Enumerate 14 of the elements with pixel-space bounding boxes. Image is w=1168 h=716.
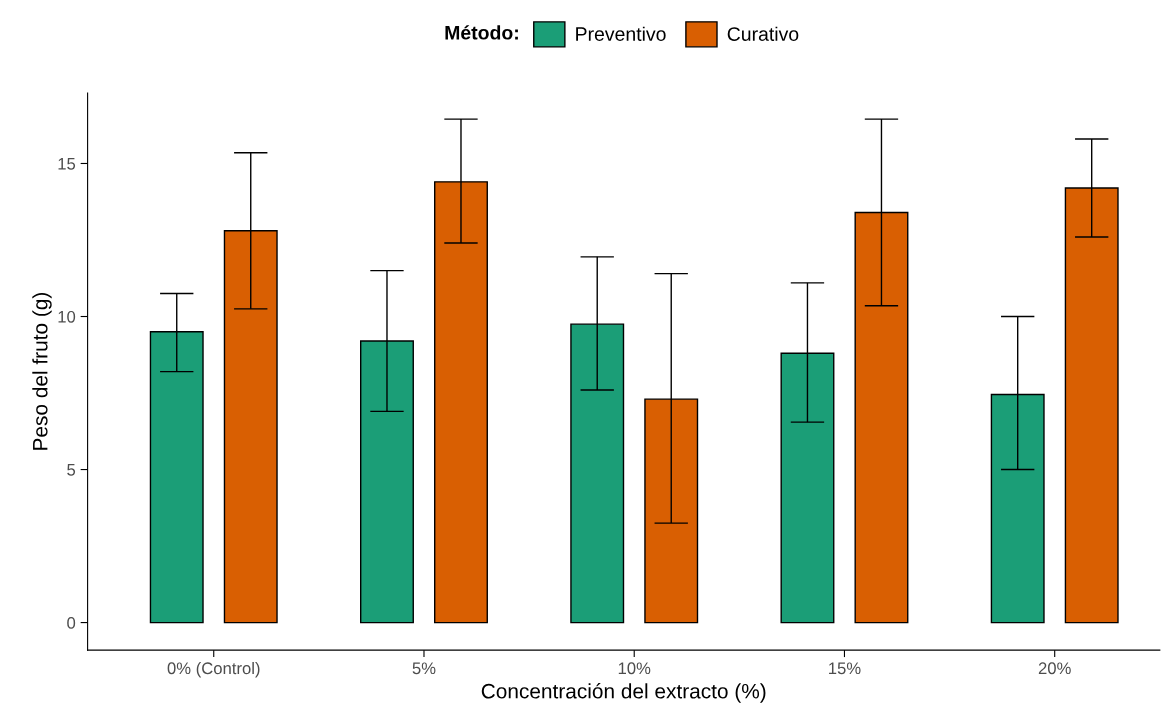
- y-axis-title: Peso del fruto (g): [32, 292, 52, 450]
- legend-label: Curativo: [727, 26, 799, 41]
- y-tick-label: 0: [67, 616, 76, 629]
- x-tick-label: 10%: [618, 662, 651, 675]
- y-tick-label: 5: [67, 464, 76, 476]
- x-tick-label: 5%: [412, 662, 436, 675]
- x-tick-label: 15%: [829, 662, 861, 675]
- x-tick-label: 0% (Control): [167, 661, 260, 678]
- x-axis-title: Concentración del extracto (%): [481, 683, 766, 703]
- legend-label: Preventivo: [576, 26, 666, 41]
- legend-title: Método:: [445, 25, 518, 40]
- y-tick-label: 10: [58, 310, 76, 323]
- x-tick-label: 20%: [1038, 662, 1071, 675]
- y-tick-label: 15: [58, 158, 76, 170]
